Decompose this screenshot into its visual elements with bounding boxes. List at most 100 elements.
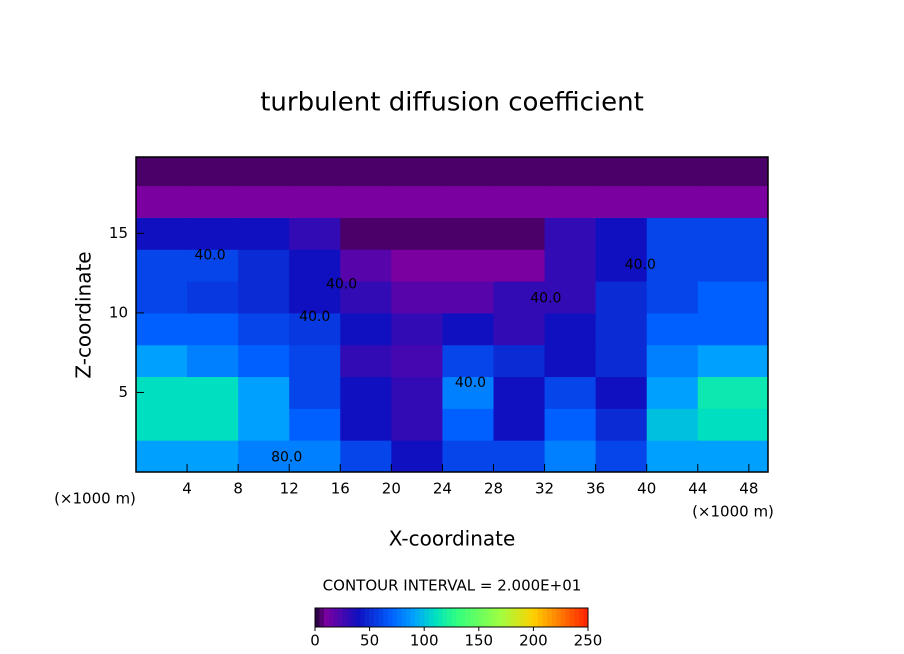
heat-cell [238,312,290,346]
contour-label: 40.0 [530,291,561,307]
colorbar-swatch [583,608,589,627]
heat-cell [544,217,597,250]
colorbar-frame [314,607,589,628]
heat-cell [289,217,341,250]
colorbar-swatch [351,608,357,627]
colorbar-swatch [437,608,443,627]
colorbar-swatch [365,608,370,627]
contour-label: 40.0 [194,248,225,264]
colorbar-swatch [410,608,416,627]
x-tick-label: 40 [637,480,656,498]
colorbar-swatch [456,608,461,627]
heat-cell [136,440,188,473]
contour-label: 40.0 [455,375,486,391]
heat-cell [493,157,546,187]
heat-cell [442,344,494,378]
heat-cell [340,217,392,250]
heat-cell [340,157,392,187]
colorbar-swatch [328,608,334,627]
y-tick-label: 10 [109,303,128,321]
colorbar-swatch [392,608,398,627]
colorbar-swatch [419,608,425,627]
colorbar-swatch [433,608,439,627]
heat-cell [340,281,392,314]
heat-cell [391,281,443,314]
heat-cell [136,157,188,187]
heat-cell [595,281,648,314]
heat-cell [136,376,188,409]
heat-cell [442,249,494,282]
colorbar-swatch [383,608,389,627]
heat-cell [238,344,290,378]
colorbar-swatch [474,608,480,627]
colorbar-swatch [406,608,411,627]
heat-cell [391,312,443,346]
heat-cell [595,249,648,282]
heat-cell [289,344,341,378]
heat-cell [289,376,341,409]
colorbar-swatch [515,608,521,627]
colorbar-swatch [428,608,434,627]
heat-cell [697,249,769,282]
heat-cell [391,249,443,282]
heat-cell [697,217,769,250]
heat-cell [493,312,546,346]
heat-cell [187,217,239,250]
heat-cell [442,408,494,441]
colorbar-swatch [578,608,584,627]
colorbar-tick-label: 0 [310,632,320,650]
colorbar-swatch [492,608,498,627]
heat-cell [442,157,494,187]
colorbar-swatch [374,608,379,627]
heat-cell [442,281,494,314]
heat-cell [238,217,290,250]
colorbar-swatch [333,608,339,627]
colorbar-swatch [324,608,329,627]
heat-cell [187,281,239,314]
x-tick-label: 8 [233,480,243,498]
heat-cell [442,185,494,218]
colorbar-swatch [569,608,575,627]
heat-cell [544,344,597,378]
colorbar-swatch [497,608,502,627]
heat-cell [646,408,699,441]
heat-cell [136,281,188,314]
heat-cell [238,185,290,218]
heat-cell [238,249,290,282]
heat-cell [595,312,648,346]
heat-cell [595,440,648,473]
heat-cell [391,217,443,250]
heat-cell [544,249,597,282]
heat-cell [646,376,699,409]
heat-cell [595,217,648,250]
heat-cell [187,376,239,409]
heat-cell [238,376,290,409]
colorbar-swatch [551,608,557,627]
heat-cell [289,312,341,346]
colorbar-swatch [369,608,375,627]
heat-cell [493,185,546,218]
heat-cell [289,249,341,282]
x-tick-label: 44 [688,480,707,498]
colorbar-swatch [337,608,343,627]
heat-cell [697,440,769,473]
y-tick-label: 5 [118,383,128,401]
heat-cell [238,157,290,187]
heat-cell [697,376,769,409]
heat-cell [595,344,648,378]
colorbar-swatch [451,608,457,627]
heat-cell [646,249,699,282]
colorbar-swatch [510,608,516,627]
heat-cell [391,157,443,187]
colorbar-swatch [533,608,539,627]
heat-cell [646,312,699,346]
heat-cell [391,376,443,409]
colorbar-swatch [319,608,325,627]
colorbar-swatch [442,608,448,627]
colorbar-tick-label: 200 [519,632,548,650]
x-unit-label: (×1000 m) [54,490,136,508]
heat-cell [544,440,597,473]
heat-cell [289,185,341,218]
heat-cell [697,185,769,218]
